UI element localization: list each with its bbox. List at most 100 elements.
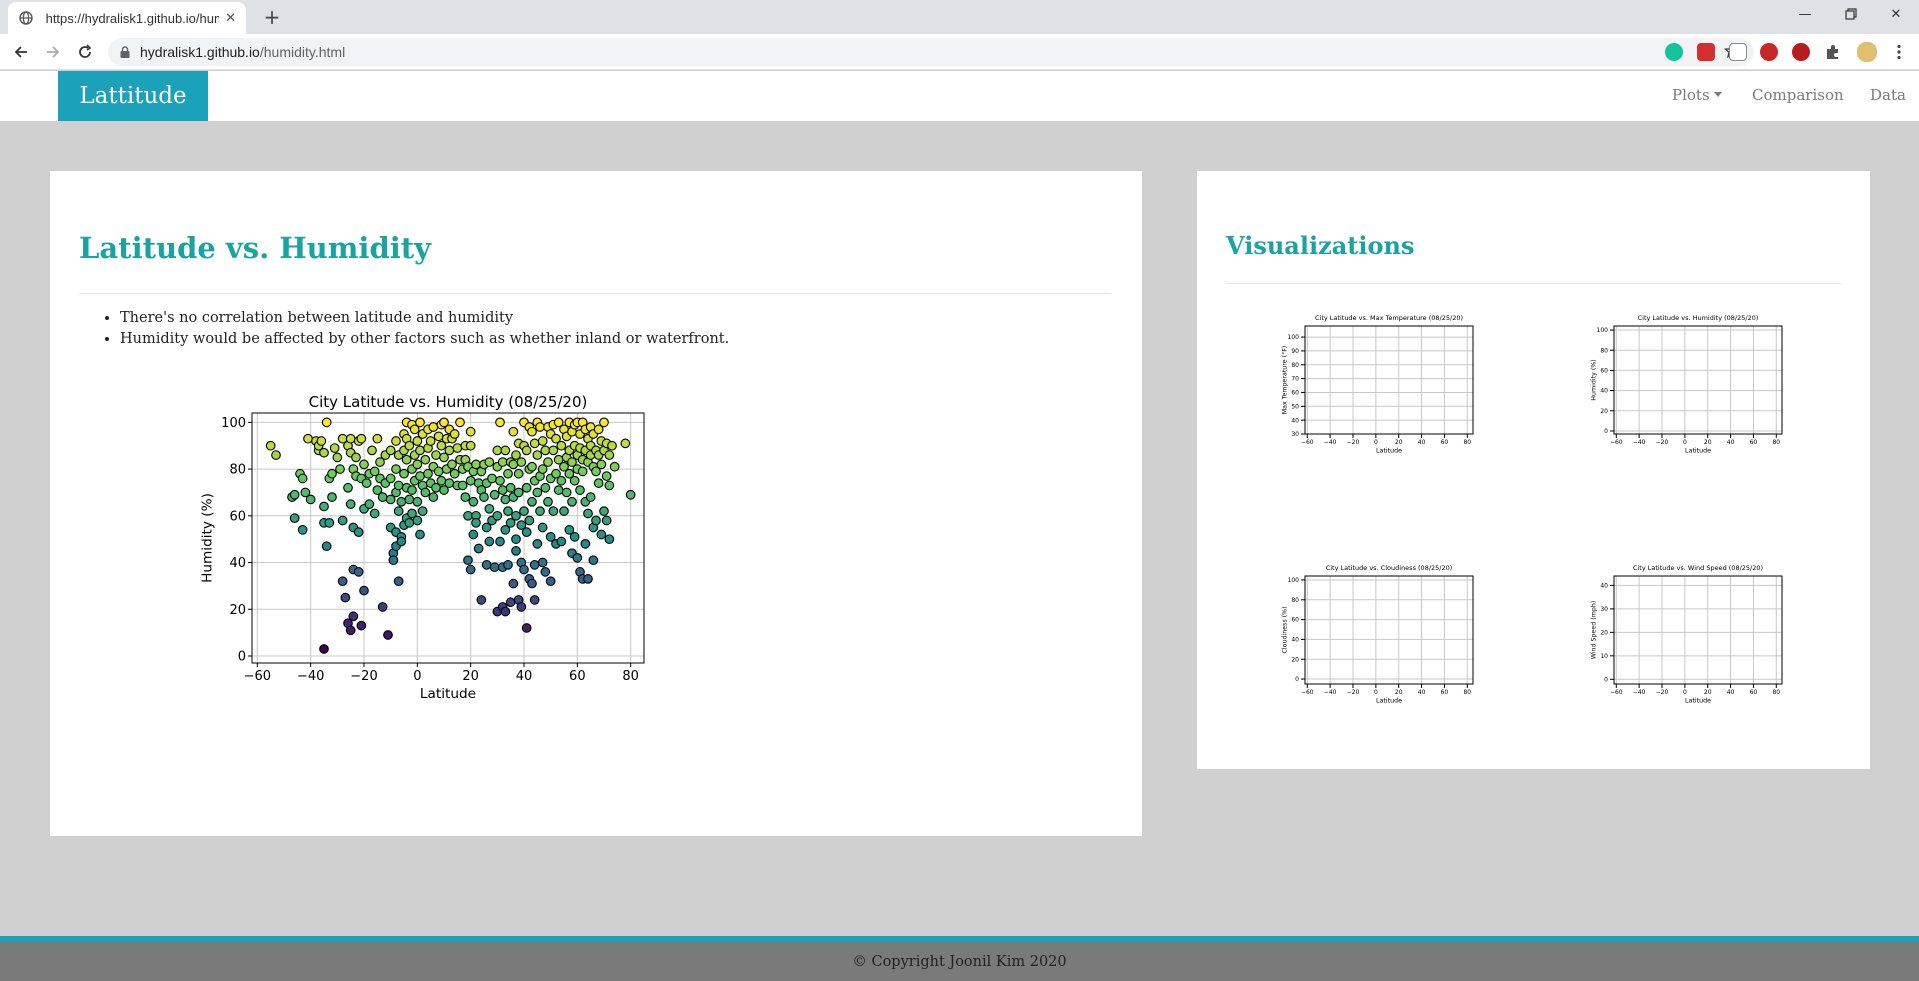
plot-frame xyxy=(251,412,645,664)
data-point xyxy=(535,422,545,432)
menu-kebab-icon[interactable] xyxy=(1890,43,1908,61)
y-tick-label: 100 xyxy=(1288,577,1300,584)
data-point xyxy=(489,489,500,500)
data-point xyxy=(564,468,575,479)
data-point xyxy=(500,494,511,505)
caret-down-icon xyxy=(1713,92,1722,97)
data-point xyxy=(537,557,548,568)
data-point xyxy=(564,524,575,535)
data-point xyxy=(444,445,455,456)
data-point xyxy=(396,536,407,547)
data-point xyxy=(327,492,337,502)
minimize-icon[interactable]: — xyxy=(1798,6,1812,22)
y-tick-label: 0 xyxy=(1604,428,1608,435)
data-point xyxy=(305,494,316,505)
data-point xyxy=(452,443,463,453)
data-point xyxy=(335,464,345,474)
x-tick-label: 20 xyxy=(1704,439,1712,446)
plot-frame xyxy=(1304,325,1474,435)
y-tick-label: 100 xyxy=(1597,327,1609,334)
data-point xyxy=(377,602,388,612)
thumbnail-max-temperature[interactable]: −60 −40 −20 0 20 40 60 80 30 40 50 60 70 80 90 100 City … xyxy=(1257,310,1497,470)
data-point xyxy=(508,578,519,589)
data-point xyxy=(401,454,412,465)
data-point xyxy=(529,595,540,605)
data-point xyxy=(391,436,401,446)
data-point xyxy=(345,499,356,509)
thumbnail-cloudiness[interactable]: −60 −40 −20 0 20 40 60 80 0 20 40 60 80 100 City Latit… xyxy=(1257,560,1497,720)
findings-list: There's no correlation between latitude … xyxy=(120,310,729,352)
x-axis-label: Latitude xyxy=(1685,697,1711,704)
data-point xyxy=(527,496,537,507)
data-point xyxy=(428,492,439,502)
data-point xyxy=(359,585,369,596)
data-point xyxy=(497,485,508,495)
bookmark-extension-icon[interactable] xyxy=(1697,43,1715,61)
y-tick-label: 30 xyxy=(1600,606,1608,613)
nav-plots-dropdown[interactable]: Plots xyxy=(1672,86,1722,104)
data-point xyxy=(436,440,447,451)
data-point xyxy=(553,417,564,428)
nav-data[interactable]: Data xyxy=(1870,86,1906,104)
data-point xyxy=(508,459,519,470)
lock-icon[interactable] xyxy=(120,46,130,58)
data-point xyxy=(535,506,545,516)
data-point xyxy=(529,560,540,570)
main-panel: Latitude vs. Humidity There's no correla… xyxy=(50,171,1142,836)
data-point xyxy=(431,450,441,460)
forward-arrow-icon[interactable] xyxy=(41,40,65,64)
chart-title: City Latitude vs. Humidity (08/25/20) xyxy=(309,393,588,411)
x-axis-label: Latitude xyxy=(1685,447,1711,454)
new-tab-button[interactable]: + xyxy=(263,5,281,29)
data-point xyxy=(495,536,505,547)
data-point xyxy=(321,417,332,428)
data-point xyxy=(543,496,553,507)
thumbnail-humidity[interactable]: −60 −40 −20 0 20 40 60 80 0 20 40 60 80 100 City Latit… xyxy=(1566,310,1806,470)
x-tick-label: 80 xyxy=(622,669,639,684)
data-point xyxy=(412,515,423,526)
x-tick-label: −60 xyxy=(1301,689,1314,696)
x-tick-label: 60 xyxy=(1750,689,1758,696)
x-tick-label: −20 xyxy=(1656,689,1669,696)
x-tick-label: 40 xyxy=(1418,689,1426,696)
site-navbar: Lattitude Plots Comparison Data xyxy=(0,71,1919,121)
data-point xyxy=(412,436,423,446)
red-extension-2-icon[interactable] xyxy=(1792,43,1810,61)
address-bar[interactable]: hydralisk1.github.io/humidity.html xyxy=(108,38,1754,66)
data-point xyxy=(495,475,505,486)
thumbnail-wind-speed[interactable]: −60 −40 −20 0 20 40 60 80 0 10 20 30 40 City Latitude… xyxy=(1566,560,1806,720)
data-point xyxy=(540,482,551,493)
browser-tab[interactable]: https://hydralisk1.github.io/hum ✕ xyxy=(8,2,246,34)
globe-icon xyxy=(18,10,34,26)
data-point xyxy=(399,468,409,479)
x-tick-label: −40 xyxy=(1633,689,1646,696)
screen-extension-icon[interactable] xyxy=(1729,43,1747,61)
nav-comparison[interactable]: Comparison xyxy=(1752,86,1844,104)
brand-logo[interactable]: Lattitude xyxy=(58,71,208,121)
data-point xyxy=(321,541,332,552)
grammarly-extension-icon[interactable] xyxy=(1665,43,1683,61)
back-arrow-icon[interactable] xyxy=(9,40,33,64)
chart-title: City Latitude vs. Wind Speed (08/25/20) xyxy=(1633,564,1763,572)
data-point xyxy=(324,517,335,528)
data-point xyxy=(500,445,511,456)
data-point xyxy=(439,417,449,428)
close-window-icon[interactable]: ✕ xyxy=(1890,6,1902,22)
data-point xyxy=(396,496,407,507)
data-point xyxy=(364,499,375,509)
reload-icon[interactable] xyxy=(73,40,97,64)
red-extension-icon[interactable] xyxy=(1760,43,1778,61)
data-point xyxy=(556,475,567,486)
title-divider xyxy=(79,293,1111,294)
close-tab-icon[interactable]: ✕ xyxy=(225,10,236,26)
restore-icon[interactable] xyxy=(1828,0,1874,28)
puzzle-extensions-icon[interactable] xyxy=(1824,43,1842,61)
x-tick-label: 60 xyxy=(569,669,586,684)
y-tick-label: 40 xyxy=(229,556,246,571)
data-point xyxy=(465,475,476,486)
data-point xyxy=(417,506,428,516)
profile-avatar[interactable] xyxy=(1857,42,1877,62)
data-point xyxy=(337,576,348,587)
y-tick-label: 60 xyxy=(1600,368,1608,375)
page-title: Latitude vs. Humidity xyxy=(79,231,431,265)
